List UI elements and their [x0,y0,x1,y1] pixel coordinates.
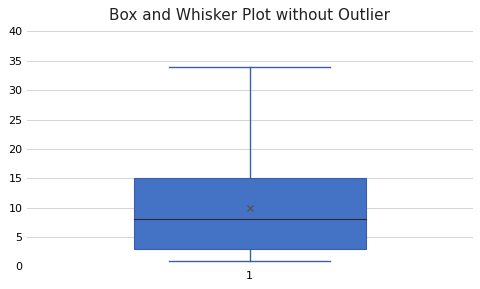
FancyBboxPatch shape [133,178,365,249]
Title: Box and Whisker Plot without Outlier: Box and Whisker Plot without Outlier [109,8,389,23]
